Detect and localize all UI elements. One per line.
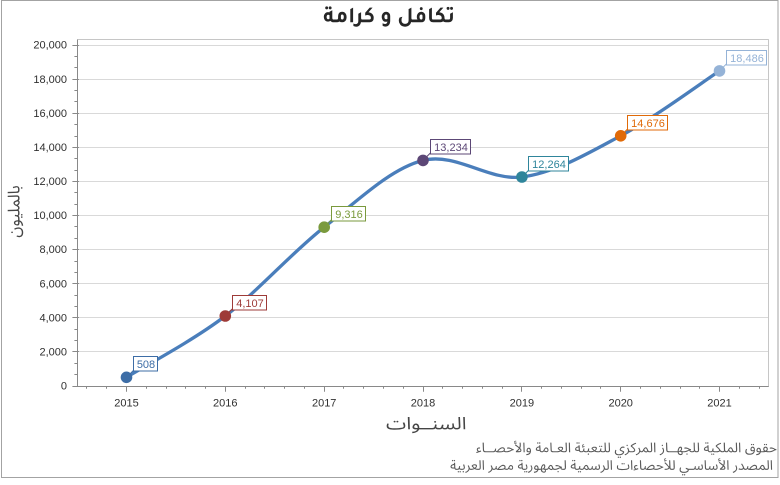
svg-text:12,264: 12,264 <box>532 159 566 171</box>
svg-text:4,000: 4,000 <box>39 312 67 324</box>
svg-text:13,234: 13,234 <box>434 142 468 154</box>
svg-text:14,676: 14,676 <box>631 118 665 130</box>
svg-text:14,000: 14,000 <box>33 142 67 154</box>
svg-text:508: 508 <box>137 359 155 371</box>
svg-text:20,000: 20,000 <box>33 40 67 52</box>
svg-text:2019: 2019 <box>510 398 534 410</box>
svg-text:8,000: 8,000 <box>39 244 67 256</box>
svg-text:9,316: 9,316 <box>335 209 363 221</box>
svg-text:2,000: 2,000 <box>39 347 67 359</box>
svg-text:2021: 2021 <box>707 398 731 410</box>
svg-text:0: 0 <box>61 381 67 393</box>
svg-text:6,000: 6,000 <box>39 278 67 290</box>
svg-text:2020: 2020 <box>608 398 632 410</box>
svg-text:4,107: 4,107 <box>236 298 264 310</box>
svg-text:2018: 2018 <box>411 398 435 410</box>
svg-text:12,000: 12,000 <box>33 176 67 188</box>
svg-text:16,000: 16,000 <box>33 108 67 120</box>
svg-text:10,000: 10,000 <box>33 210 67 222</box>
svg-text:18,486: 18,486 <box>730 53 764 65</box>
svg-text:18,000: 18,000 <box>33 74 67 86</box>
svg-text:2017: 2017 <box>312 398 336 410</box>
svg-text:2016: 2016 <box>213 398 237 410</box>
svg-text:2015: 2015 <box>114 398 138 410</box>
